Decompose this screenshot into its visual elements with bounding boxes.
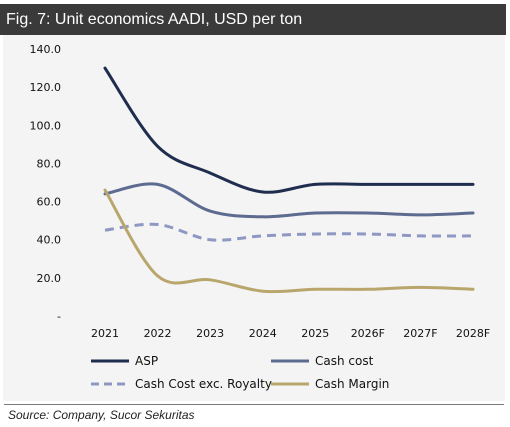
- source-note: Source: Company, Sucor Sekuritas: [8, 408, 195, 422]
- legend: ASP Cash cost Cash Cost exc. Royalty Cash M…: [91, 354, 389, 391]
- x-tick-label: 2022: [144, 327, 172, 340]
- y-tick-label: 60.0: [37, 196, 62, 209]
- series-line-cash-cost-exc-royalty: [104, 222, 474, 242]
- y-tick-label: 120.0: [30, 81, 62, 94]
- y-axis-ticks: - 20.0 40.0 60.0 80.0 100.0 120.0 140.0: [30, 43, 62, 323]
- footer-divider: [4, 404, 504, 405]
- series-line-asp: [103, 66, 475, 194]
- y-tick-label: 80.0: [37, 157, 62, 170]
- x-tick-label: 2026F: [351, 327, 385, 340]
- legend-label-asp: ASP: [135, 354, 158, 368]
- chart-panel: -20.0 40.0 60.0 80.0 100.0 120.0 140.0 2021 202…: [3, 35, 505, 401]
- legend-label-cash-margin: Cash Margin: [315, 377, 389, 391]
- x-tick-label: 2024: [249, 327, 277, 340]
- y-tick-label: 100.0: [30, 119, 62, 132]
- series-lines: [103, 66, 475, 294]
- figure-title: Fig. 7: Unit economics AADI, USD per ton: [0, 4, 506, 35]
- y-tick-label: -: [57, 310, 61, 323]
- x-tick-label: 2023: [196, 327, 224, 340]
- y-tick-label: 20.0: [37, 272, 62, 285]
- series-line-cash-cost: [103, 182, 475, 219]
- x-tick-label: 2025: [301, 327, 329, 340]
- series-line-cash-margin: [103, 188, 475, 294]
- legend-label-cash-cost: Cash cost: [315, 354, 374, 368]
- x-tick-label: 2021: [91, 327, 119, 340]
- legend-label-cash-cost-exc-royalty: Cash Cost exc. Royalty: [135, 377, 272, 391]
- y-tick-label: 140.0: [30, 43, 62, 56]
- x-tick-label: 2027F: [403, 327, 437, 340]
- x-tick-label: 2028F: [456, 327, 490, 340]
- y-tick-label: 40.0: [37, 234, 62, 247]
- x-axis-ticks: 2021 2022 2023 2024 2025 2026F 2027F 2028F: [91, 327, 490, 340]
